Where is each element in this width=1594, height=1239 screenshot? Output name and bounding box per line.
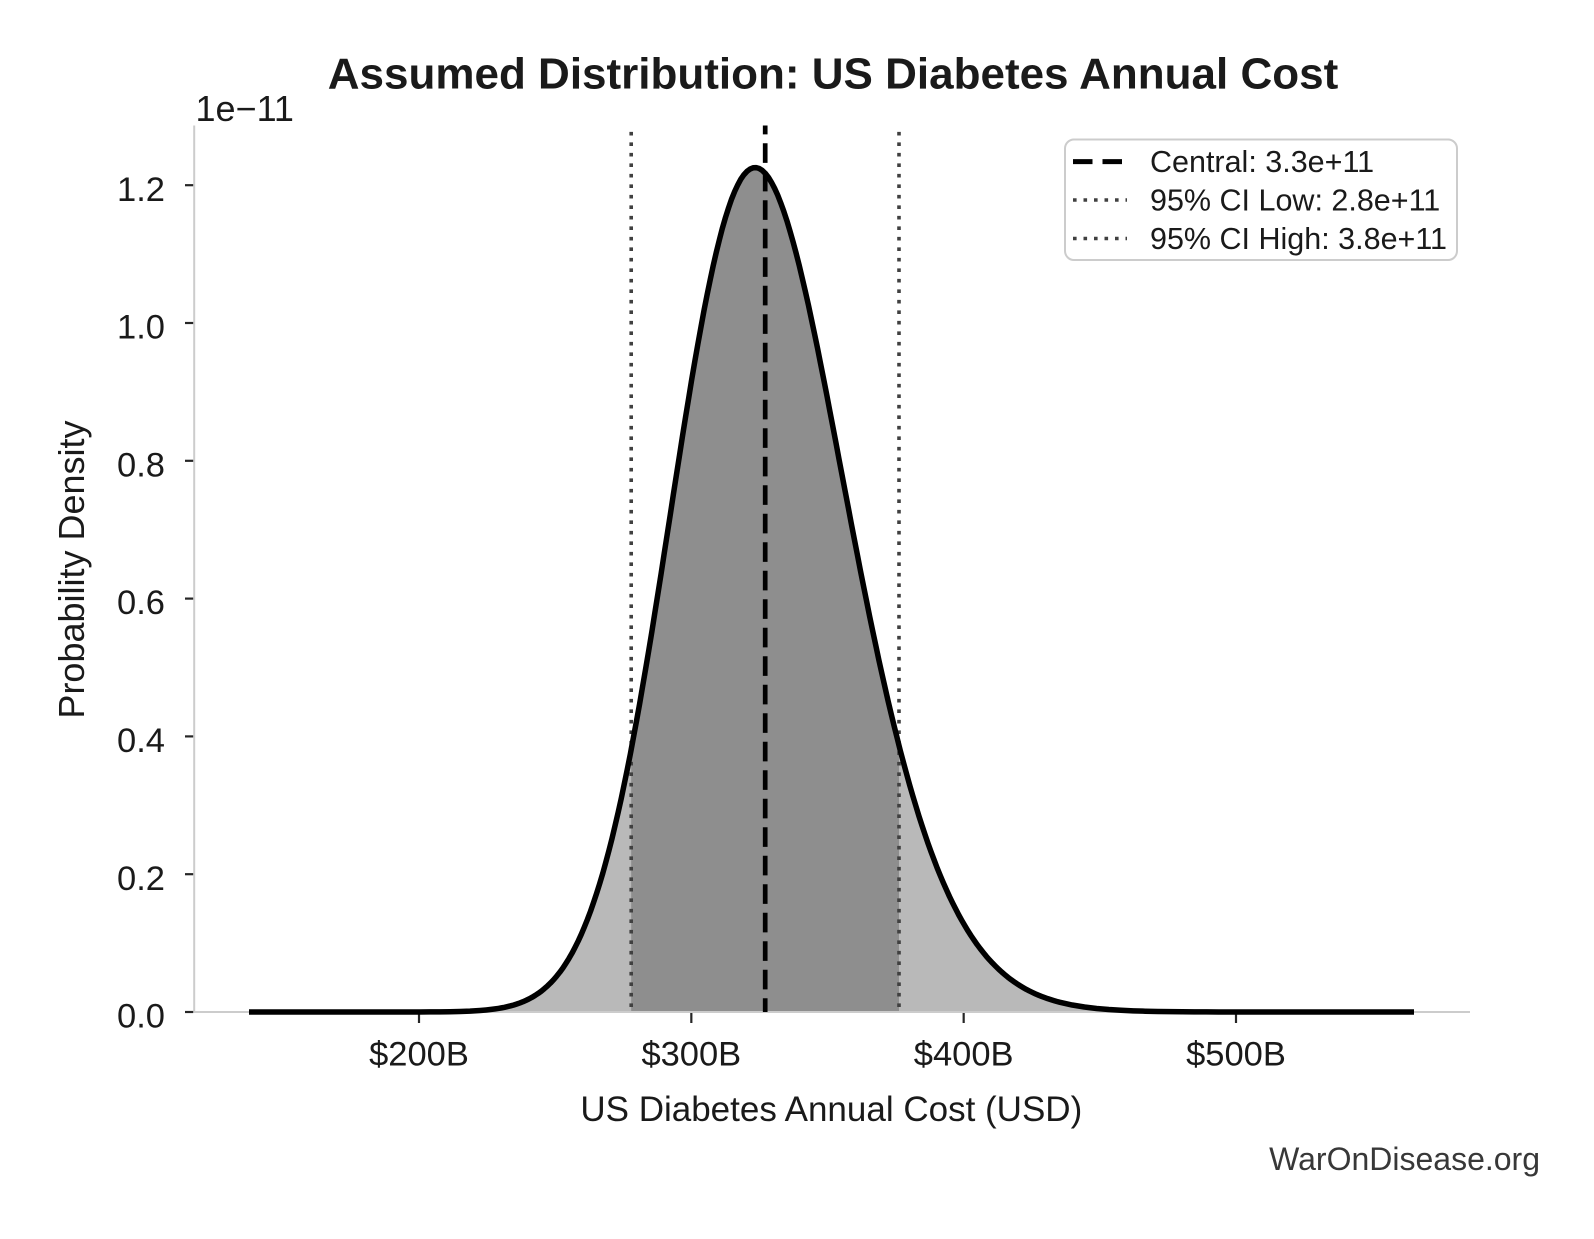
svg-text:Probability Density: Probability Density	[51, 420, 92, 718]
svg-text:0.8: 0.8	[117, 446, 165, 484]
svg-text:$200B: $200B	[369, 1036, 469, 1074]
svg-text:1.0: 1.0	[117, 309, 165, 347]
svg-text:0.6: 0.6	[117, 584, 165, 622]
svg-text:Central: 3.3e+11: Central: 3.3e+11	[1150, 145, 1374, 179]
svg-text:0.2: 0.2	[117, 860, 165, 898]
svg-text:0.4: 0.4	[117, 722, 165, 760]
svg-text:0.0: 0.0	[117, 998, 165, 1036]
svg-text:95% CI Low: 2.8e+11: 95% CI Low: 2.8e+11	[1150, 184, 1440, 218]
svg-text:US Diabetes Annual Cost (USD): US Diabetes Annual Cost (USD)	[580, 1090, 1082, 1129]
svg-text:Assumed Distribution: US Diabe: Assumed Distribution: US Diabetes Annual…	[328, 50, 1339, 99]
svg-text:$400B: $400B	[914, 1036, 1014, 1074]
svg-text:95% CI High: 3.8e+11: 95% CI High: 3.8e+11	[1150, 222, 1447, 256]
svg-text:$300B: $300B	[641, 1036, 741, 1074]
svg-text:WarOnDisease.org: WarOnDisease.org	[1269, 1141, 1540, 1177]
svg-text:1e−11: 1e−11	[196, 88, 294, 129]
svg-text:1.2: 1.2	[117, 171, 165, 209]
svg-text:$500B: $500B	[1186, 1036, 1286, 1074]
